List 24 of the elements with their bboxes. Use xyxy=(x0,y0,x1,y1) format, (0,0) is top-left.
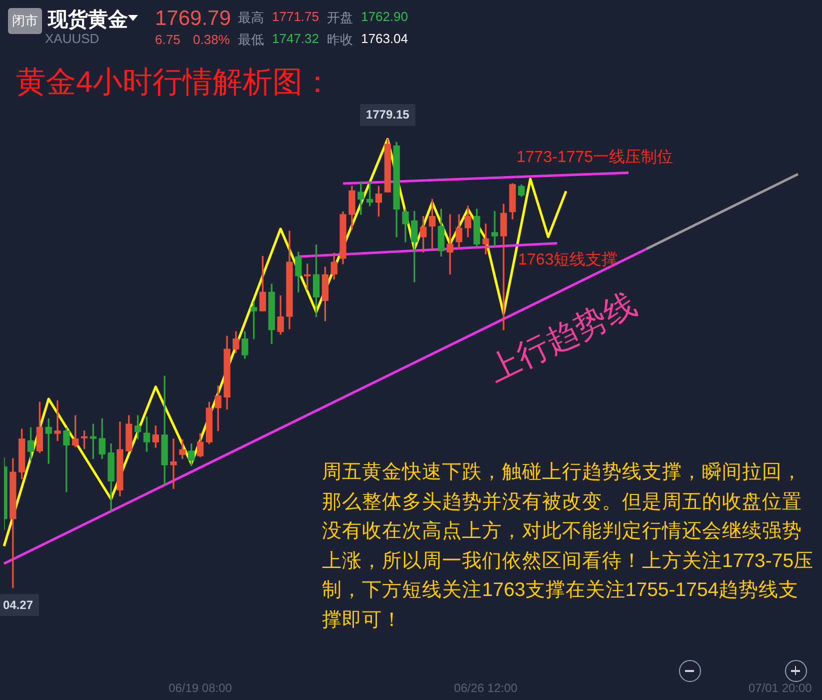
text: XAUUSD xyxy=(45,31,100,46)
series-label: 1773-1775一线压制位 xyxy=(516,148,674,166)
text: 最高 xyxy=(238,9,264,27)
text: 1771.75 xyxy=(272,9,319,24)
text: 闭市 xyxy=(8,8,42,34)
x-tick-label: 07/01 20:00 xyxy=(748,681,812,696)
text: 昨收 xyxy=(327,31,353,49)
text: 04.27 xyxy=(0,594,40,616)
text: 开盘 xyxy=(327,9,353,27)
text: 1769.79 xyxy=(155,7,231,31)
text: 1747.32 xyxy=(272,31,319,46)
x-tick-label: 06/19 08:00 xyxy=(168,681,232,696)
text: 上行趋势线 xyxy=(482,286,642,388)
series-label: 1763短线支撑 xyxy=(518,250,618,269)
text: 6.75 xyxy=(155,32,180,47)
text: 现货黄金 xyxy=(48,8,128,33)
text: 1762.90 xyxy=(361,9,408,24)
annotation: 周五黄金快速下跌，触碰上行趋势线支撑，瞬间拉回，那么整体多头趋势并没有被改变。但是周五的收盘位置没有收在次高点上方，对此不能判定行情还会继续强势上涨，所以周一我们依然区间看待！上方关注1773-75压制，下方短线关注1763支撑在关注1755-1754趋势线支撑即可！ xyxy=(322,460,815,632)
text: 1763.04 xyxy=(361,31,408,46)
x-tick-label: 06/26 12:00 xyxy=(454,681,518,696)
chart-title: 黄金4小时行情解析图： xyxy=(16,65,333,101)
text: 1779.15 xyxy=(366,107,410,122)
text: 最低 xyxy=(238,31,264,49)
text: 0.38% xyxy=(193,32,230,47)
